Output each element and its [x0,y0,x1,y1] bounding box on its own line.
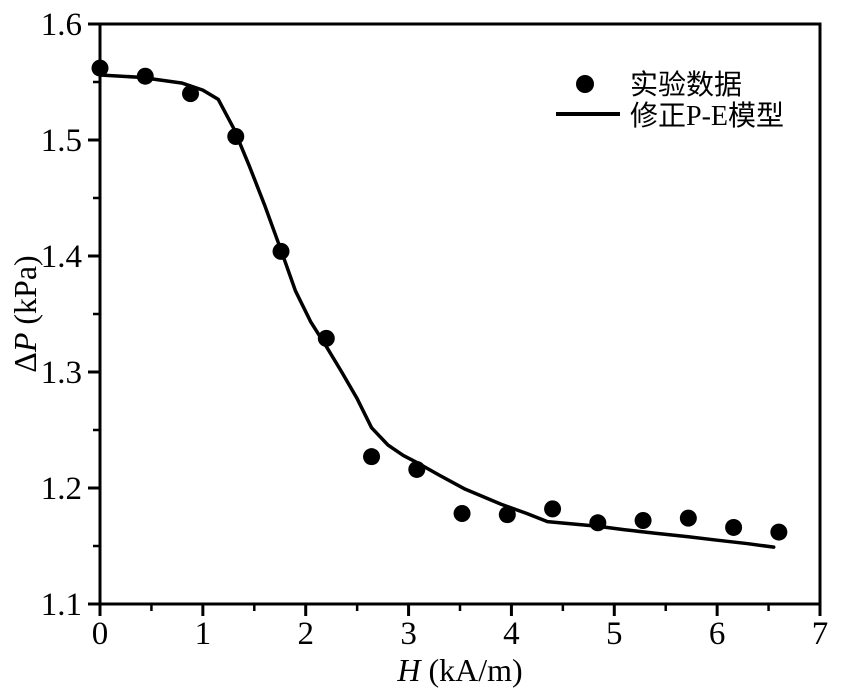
y-tick-label: 1.4 [41,239,82,275]
data-point [182,85,200,103]
data-point [770,523,788,541]
data-point [136,67,154,85]
x-tick-label: 6 [709,616,726,652]
data-point [498,506,516,524]
legend-label-model: 修正P-E模型 [630,100,784,132]
x-tick-label: 5 [606,616,623,652]
y-axis-tick-labels: 1.1 1.2 1.3 1.4 1.5 1.6 [41,7,82,623]
data-point [544,500,562,518]
data-point [227,128,245,146]
y-tick-label: 1.2 [41,471,82,507]
y-axis-minor-ticks [93,80,100,548]
x-axis-major-ticks [98,604,822,616]
x-axis-tick-labels: 0 1 2 3 4 5 6 7 [92,616,829,652]
data-point [634,511,652,529]
legend-scatter-marker-icon [576,75,594,93]
data-point [317,329,335,347]
y-tick-label: 1.1 [41,587,82,623]
data-point [679,509,697,527]
data-point [272,242,290,260]
x-tick-label: 4 [503,616,520,652]
data-point [408,460,426,478]
x-tick-label: 2 [297,616,314,652]
data-point [363,448,381,466]
legend-label-experimental: 实验数据 [630,69,742,101]
y-tick-label: 1.3 [41,355,82,391]
experimental-data-points [91,59,788,541]
legend: 实验数据 修正P-E模型 [556,69,784,132]
y-tick-label: 1.6 [41,7,82,43]
x-tick-label: 0 [92,616,109,652]
x-axis-minor-ticks [150,604,770,611]
y-axis-title: ΔP (kPa) [7,255,43,372]
x-tick-label: 7 [812,616,829,652]
data-point [725,518,743,536]
x-tick-label: 1 [195,616,212,652]
y-tick-label: 1.5 [41,123,82,159]
y-axis-major-ticks [88,22,100,606]
model-curve [98,73,776,549]
data-point [91,59,109,77]
x-axis-title: H (kA/m) [396,652,522,688]
data-point [589,514,607,532]
x-tick-label: 3 [400,616,417,652]
data-point [453,505,471,523]
